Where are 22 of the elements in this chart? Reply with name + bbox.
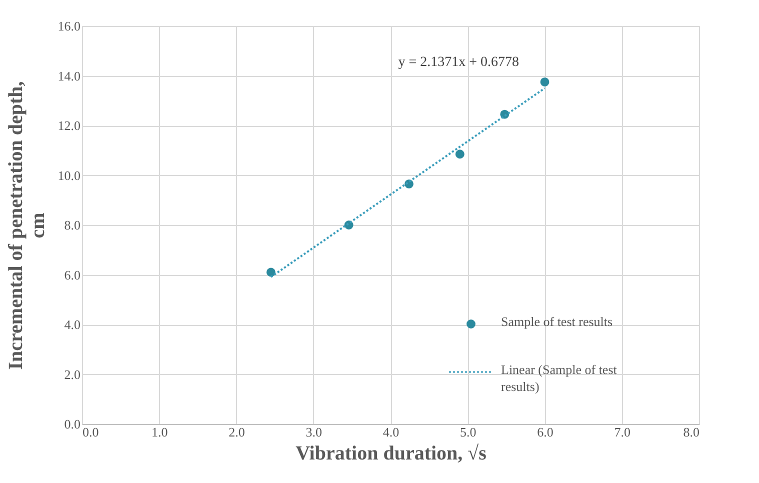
y-tick-label: 12.0 (58, 118, 80, 133)
x-tick-label: 4.0 (382, 424, 400, 440)
y-tick-label: 4.0 (64, 317, 80, 332)
x-tick-label: 1.0 (152, 424, 168, 440)
annotation: y = 2.1371x + 0.6778 (398, 55, 519, 70)
y-tick-label: 10.0 (58, 168, 80, 183)
x-tick-label: 2.0 (228, 424, 245, 440)
legend-label: Sample of test results (501, 314, 613, 329)
y-tick-label: 6.0 (64, 267, 80, 282)
x-axis-title: Vibration duration, √s (296, 442, 487, 464)
x-tick-label: 3.0 (306, 424, 322, 440)
y-axis-title: Incremental of penetration depth, cm (4, 81, 49, 370)
legend-label: Linear (Sample of test results) (501, 362, 618, 394)
x-tick-label: 6.0 (537, 424, 554, 440)
x-tick-label: 5.0 (460, 424, 476, 440)
y-tick-label: 8.0 (64, 218, 80, 232)
x-tick-label: 0.0 (82, 424, 99, 440)
y-tick-label: 2.0 (64, 366, 80, 382)
x-tick-label: 8.0 (683, 424, 700, 440)
y-tick-label: 14.0 (58, 68, 80, 84)
x-tick-label: 7.0 (614, 424, 630, 440)
y-tick-label: 16.0 (58, 18, 80, 34)
